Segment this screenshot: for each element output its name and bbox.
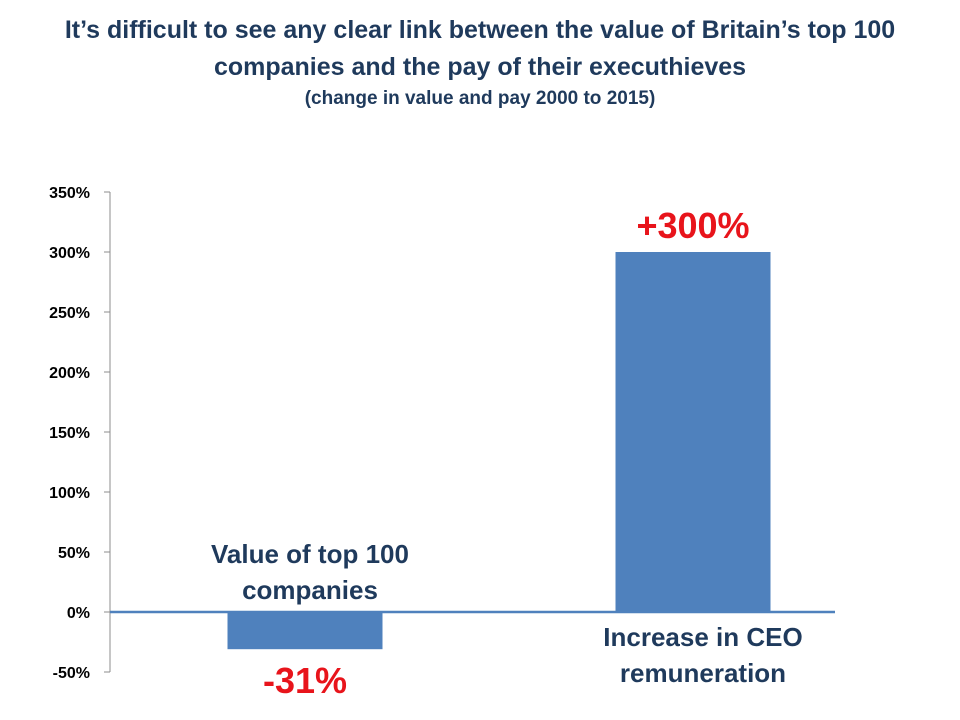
chart-subtitle: (change in value and pay 2000 to 2015)	[304, 88, 656, 109]
y-tick-label: 0%	[67, 605, 90, 622]
chart-title: It’s difficult to see any clear link bet…	[64, 16, 896, 81]
data-label: +300%	[636, 205, 749, 246]
y-tick-label: 250%	[49, 305, 90, 322]
y-tick-label: 150%	[49, 425, 90, 442]
y-tick-label: 50%	[58, 545, 90, 562]
category-label: Increase in CEO remuneration	[603, 622, 802, 688]
y-tick-label: 350%	[49, 185, 90, 202]
bar-value-companies	[227, 612, 383, 650]
y-tick-label: 100%	[49, 485, 90, 502]
data-label: -31%	[263, 660, 347, 701]
y-tick-label: 200%	[49, 365, 90, 382]
category-label: Value of top 100 companies	[211, 539, 409, 605]
y-tick-label: -50%	[53, 665, 90, 682]
bars	[227, 252, 771, 650]
labels: -31% +300% Value of top 100 companies Increa…	[211, 205, 803, 701]
bar-ceo-remuneration	[615, 252, 771, 612]
y-axis: 350% 300% 250% 200% 150% 100% 50% 0% -50%	[49, 185, 111, 682]
y-tick-label: 300%	[49, 245, 90, 262]
